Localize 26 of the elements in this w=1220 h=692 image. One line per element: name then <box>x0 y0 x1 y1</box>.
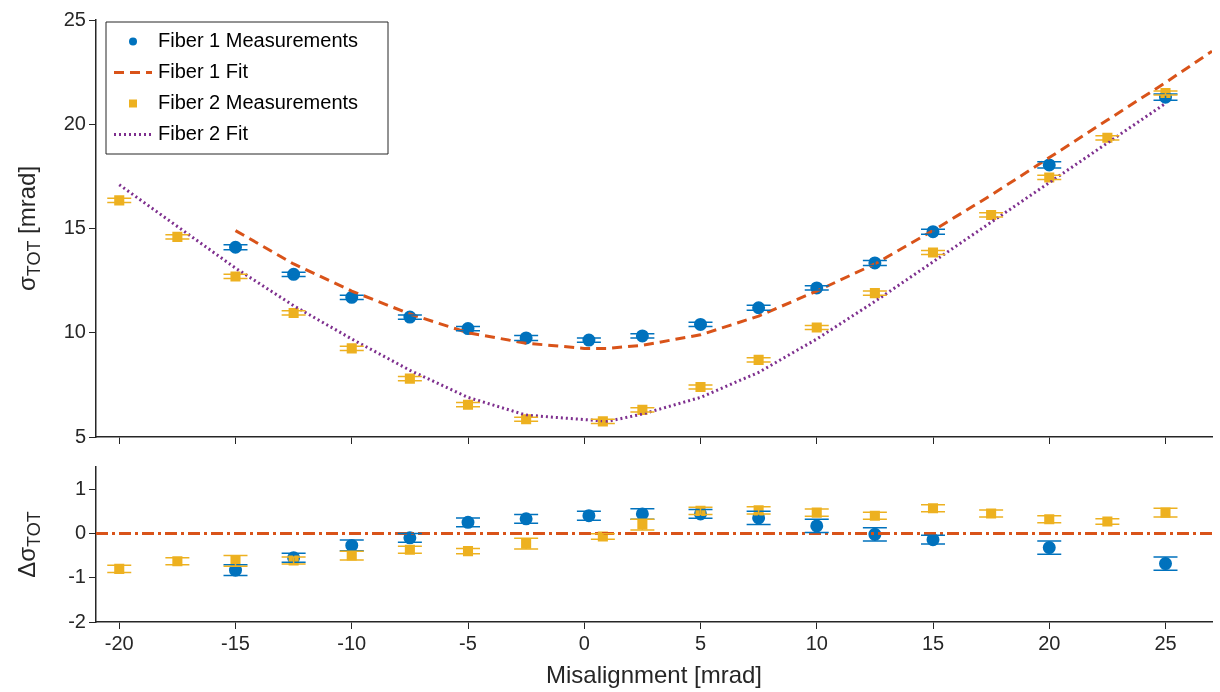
x-tick-label: 15 <box>921 631 945 654</box>
x-tick-label: -10 <box>337 631 367 654</box>
legend-label: Fiber 2 Measurements <box>158 91 359 114</box>
y-tick-label: 15 <box>63 216 86 239</box>
legend-label: Fiber 1 Measurements <box>158 29 359 52</box>
x-tick-label: 25 <box>1154 631 1177 654</box>
y-axis-title: σTOT [mrad] <box>12 165 45 292</box>
y-axis-title: ΔσTOT <box>12 511 45 578</box>
y-tick-label: 0 <box>74 520 86 543</box>
x-tick-label: -20 <box>104 631 134 654</box>
x-tick-label: 5 <box>694 631 707 654</box>
x-tick-label: -15 <box>221 631 250 654</box>
x-tick-label: 0 <box>578 631 590 654</box>
y-tick-label: 5 <box>74 424 86 447</box>
x-tick-label: -5 <box>459 631 477 654</box>
y-tick-label: -2 <box>68 609 86 632</box>
x-tick-label: 20 <box>1038 631 1061 654</box>
y-tick-label: 20 <box>63 111 86 134</box>
y-tick-label: 25 <box>63 7 86 30</box>
x-axis-title: Misalignment [mrad] <box>545 660 763 688</box>
y-tick-label: 1 <box>74 476 86 499</box>
y-tick-label: 10 <box>63 320 86 343</box>
legend-label: Fiber 2 Fit <box>158 122 249 145</box>
x-tick-label: 10 <box>805 631 828 654</box>
y-tick-label: -1 <box>68 565 86 588</box>
legend-label: Fiber 1 Fit <box>158 60 249 83</box>
